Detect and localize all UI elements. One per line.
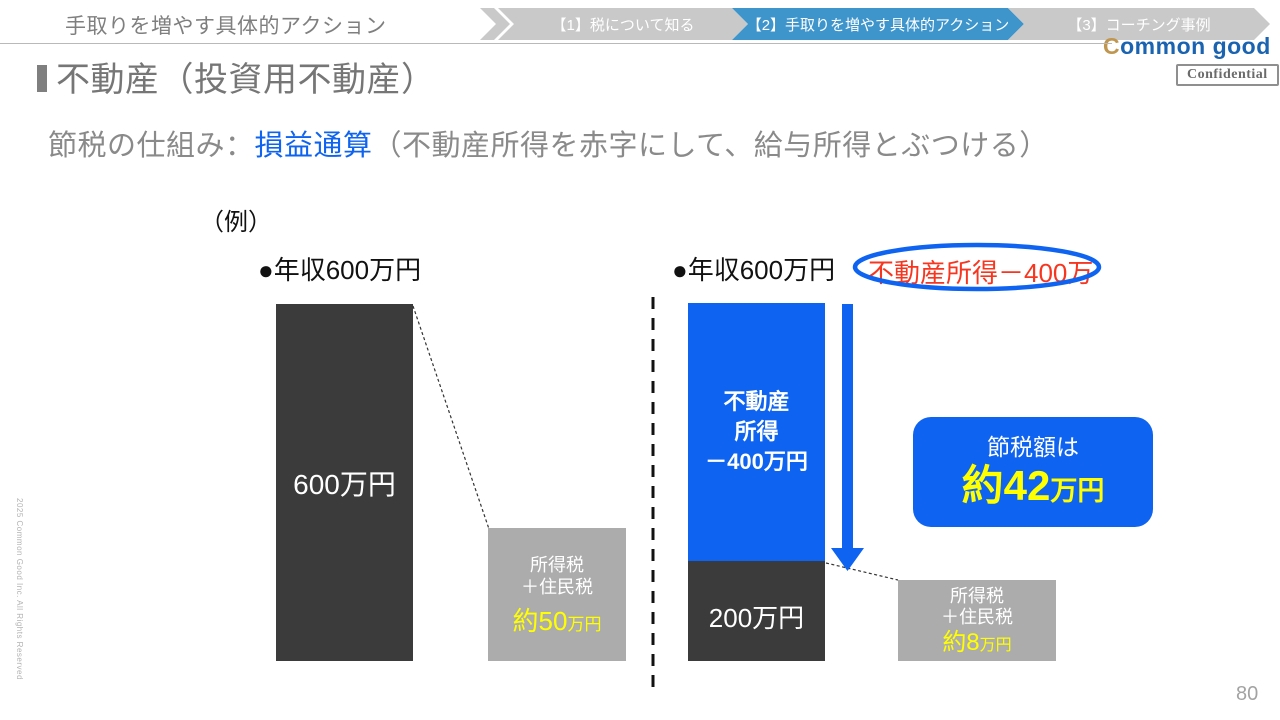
page-title: 不動産（投資用不動産） bbox=[56, 61, 436, 99]
bar-real-estate-loss: 不動産 所得 －400万円 bbox=[688, 303, 825, 561]
bar-value-label: 200万円 bbox=[708, 602, 805, 633]
tab-label: 【2】手取りを増やす具体的アクション bbox=[746, 16, 1010, 34]
tax-amount: 約50万円 bbox=[513, 608, 602, 634]
callout-amount-value: 約42 bbox=[961, 461, 1051, 509]
callout-caption: 節税額は bbox=[987, 434, 1079, 461]
tab-label: 【3】コーチング事例 bbox=[1067, 16, 1211, 34]
bar-tax-before: 所得税 ＋住民税 約50万円 bbox=[488, 528, 626, 661]
real-estate-loss-annotation: 不動産所得－400万 bbox=[868, 258, 1094, 288]
tab-know-about-tax[interactable]: 【1】税について知る bbox=[498, 8, 748, 40]
tax-line: 所得税 bbox=[950, 585, 1004, 606]
bar-tax-after: 所得税 ＋住民税 約8万円 bbox=[898, 580, 1056, 661]
page-number: 80 bbox=[1236, 683, 1259, 705]
subtitle-prefix: 節税の仕組み： bbox=[48, 130, 255, 162]
tab-actions-to-increase-takehome[interactable]: 【2】手取りを増やす具体的アクション bbox=[732, 8, 1024, 40]
callout-amount: 約42万円 bbox=[961, 461, 1105, 509]
logo-mark: C bbox=[1103, 33, 1121, 59]
tax-line: 所得税 bbox=[530, 555, 584, 576]
breadcrumb: 手取りを増やす具体的アクション bbox=[65, 15, 387, 38]
scenario-right-label: ●年収600万円 bbox=[672, 255, 836, 285]
tax-line: ＋住民税 bbox=[521, 577, 593, 597]
subtitle-suffix: （不動産所得を赤字にして、給与所得とぶつける） bbox=[372, 130, 1049, 162]
logo-text: ommon good bbox=[1120, 33, 1271, 59]
bar-value-label: 600万円 bbox=[293, 468, 396, 500]
tab-coaching-examples[interactable]: 【3】コーチング事例 bbox=[1008, 8, 1270, 40]
tab-label: 【1】税について知る bbox=[551, 16, 695, 34]
tax-amount-unit: 万円 bbox=[567, 614, 602, 634]
copyright-vertical-text: 2025 Common Good Inc. All Rights Reserve… bbox=[15, 498, 24, 680]
title-row: 不動産（投資用不動産） bbox=[37, 52, 436, 101]
example-label: （例） bbox=[200, 209, 272, 236]
tax-savings-callout: 節税額は 約42万円 bbox=[913, 417, 1153, 527]
bar-line: －400万円 bbox=[705, 448, 808, 474]
confidential-badge: Confidential bbox=[1176, 64, 1279, 86]
subtitle-highlight: 損益通算 bbox=[254, 130, 373, 162]
connector-line-right bbox=[825, 562, 899, 581]
tax-line: ＋住民税 bbox=[941, 606, 1013, 627]
connector-line-left bbox=[412, 305, 490, 530]
title-bullet-icon bbox=[37, 65, 47, 92]
tax-amount: 約8万円 bbox=[942, 631, 1011, 655]
subtitle: 節税の仕組み：損益通算（不動産所得を赤字にして、給与所得とぶつける） bbox=[48, 122, 1049, 164]
company-logo: Common good bbox=[1103, 33, 1271, 60]
callout-amount-unit: 万円 bbox=[1050, 475, 1105, 506]
bar-offset-income-200: 200万円 bbox=[688, 561, 825, 661]
bar-line: 不動産 bbox=[723, 389, 790, 415]
tax-amount-value: 約50 bbox=[512, 605, 568, 636]
tax-amount-value: 約8 bbox=[942, 629, 980, 657]
tax-amount-unit: 万円 bbox=[979, 637, 1012, 655]
bar-salary-600: 600万円 bbox=[276, 304, 413, 661]
bar-line: 所得 bbox=[734, 419, 779, 445]
scenario-left-label: ●年収600万円 bbox=[258, 255, 422, 285]
offset-down-arrow-icon bbox=[831, 304, 864, 571]
header-divider bbox=[0, 43, 1112, 44]
